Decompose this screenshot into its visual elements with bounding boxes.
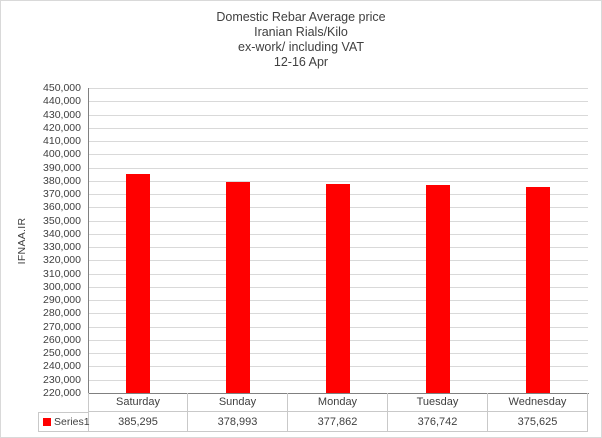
y-axis-tick-label: 240,000 [43, 360, 81, 372]
bar-saturday [126, 174, 150, 393]
table-header-monday: Monday [288, 393, 388, 412]
gridline [88, 300, 588, 301]
bar-sunday [226, 182, 250, 393]
gridline [88, 340, 588, 341]
x-axis-line [88, 393, 589, 394]
y-axis-tick-label: 340,000 [43, 228, 81, 240]
table-value-tuesday: 376,742 [388, 412, 488, 432]
legend-label: Series1 [54, 416, 90, 428]
legend-cell: Series1 [38, 412, 90, 432]
y-axis-tick-label: 260,000 [43, 334, 81, 346]
y-axis-tick-label: 280,000 [43, 307, 81, 319]
table-header-saturday: Saturday [88, 393, 188, 412]
y-axis-line [88, 88, 89, 393]
y-axis-tick-label: 380,000 [43, 175, 81, 187]
table-value-wednesday: 375,625 [488, 412, 588, 432]
bar-monday [326, 184, 350, 393]
chart-title-line-1: Domestic Rebar Average price [216, 10, 386, 24]
gridline [88, 353, 588, 354]
y-axis-tick-label: 420,000 [43, 122, 81, 134]
table-header-tuesday: Tuesday [388, 393, 488, 412]
y-axis-tick-label: 410,000 [43, 135, 81, 147]
bar-wednesday [526, 187, 550, 393]
chart-title-line-2: Iranian Rials/Kilo [254, 25, 348, 39]
gridline [88, 221, 588, 222]
table-value-saturday: 385,295 [88, 412, 188, 432]
gridline [88, 88, 588, 89]
gridline [88, 260, 588, 261]
y-axis-tick-label: 270,000 [43, 321, 81, 333]
y-axis-tick-label: 330,000 [43, 241, 81, 253]
bar-tuesday [426, 185, 450, 393]
table-header-sunday: Sunday [188, 393, 288, 412]
y-axis-tick-label: 220,000 [43, 387, 81, 399]
gridline [88, 181, 588, 182]
y-axis-tick-label: 320,000 [43, 254, 81, 266]
y-axis-tick-label: 430,000 [43, 109, 81, 121]
gridline [88, 115, 588, 116]
y-axis-tick-label: 350,000 [43, 215, 81, 227]
gridline [88, 128, 588, 129]
y-axis-tick-label: 360,000 [43, 201, 81, 213]
gridline [88, 141, 588, 142]
chart-title: Domestic Rebar Average price Iranian Ria… [1, 10, 601, 70]
table-header-wednesday: Wednesday [488, 393, 588, 412]
gridline [88, 327, 588, 328]
y-axis-tick-label: 370,000 [43, 188, 81, 200]
gridline [88, 380, 588, 381]
gridline [88, 274, 588, 275]
y-axis-tick-label: 400,000 [43, 148, 81, 160]
gridline [88, 313, 588, 314]
y-axis-title: IFNAA.IR [16, 217, 28, 265]
y-axis-tick-label: 230,000 [43, 374, 81, 386]
gridline [88, 207, 588, 208]
gridline [88, 234, 588, 235]
table-value-monday: 377,862 [288, 412, 388, 432]
chart-title-line-4: 12-16 Apr [273, 55, 329, 69]
gridline [88, 168, 588, 169]
gridline [88, 287, 588, 288]
table-value-sunday: 378,993 [188, 412, 288, 432]
gridline [88, 194, 588, 195]
y-axis-tick-label: 310,000 [43, 268, 81, 280]
y-axis-tick-label: 390,000 [43, 162, 81, 174]
y-axis-tick-label: 440,000 [43, 95, 81, 107]
legend-key-icon [43, 418, 51, 426]
y-axis-tick-label: 250,000 [43, 347, 81, 359]
y-axis-tick-label: 300,000 [43, 281, 81, 293]
gridline [88, 101, 588, 102]
gridline [88, 154, 588, 155]
chart-title-line-3: ex-work/ including VAT [238, 40, 364, 54]
gridline [88, 366, 588, 367]
y-axis-tick-label: 290,000 [43, 294, 81, 306]
gridline [88, 247, 588, 248]
y-axis-tick-label: 450,000 [43, 82, 81, 94]
